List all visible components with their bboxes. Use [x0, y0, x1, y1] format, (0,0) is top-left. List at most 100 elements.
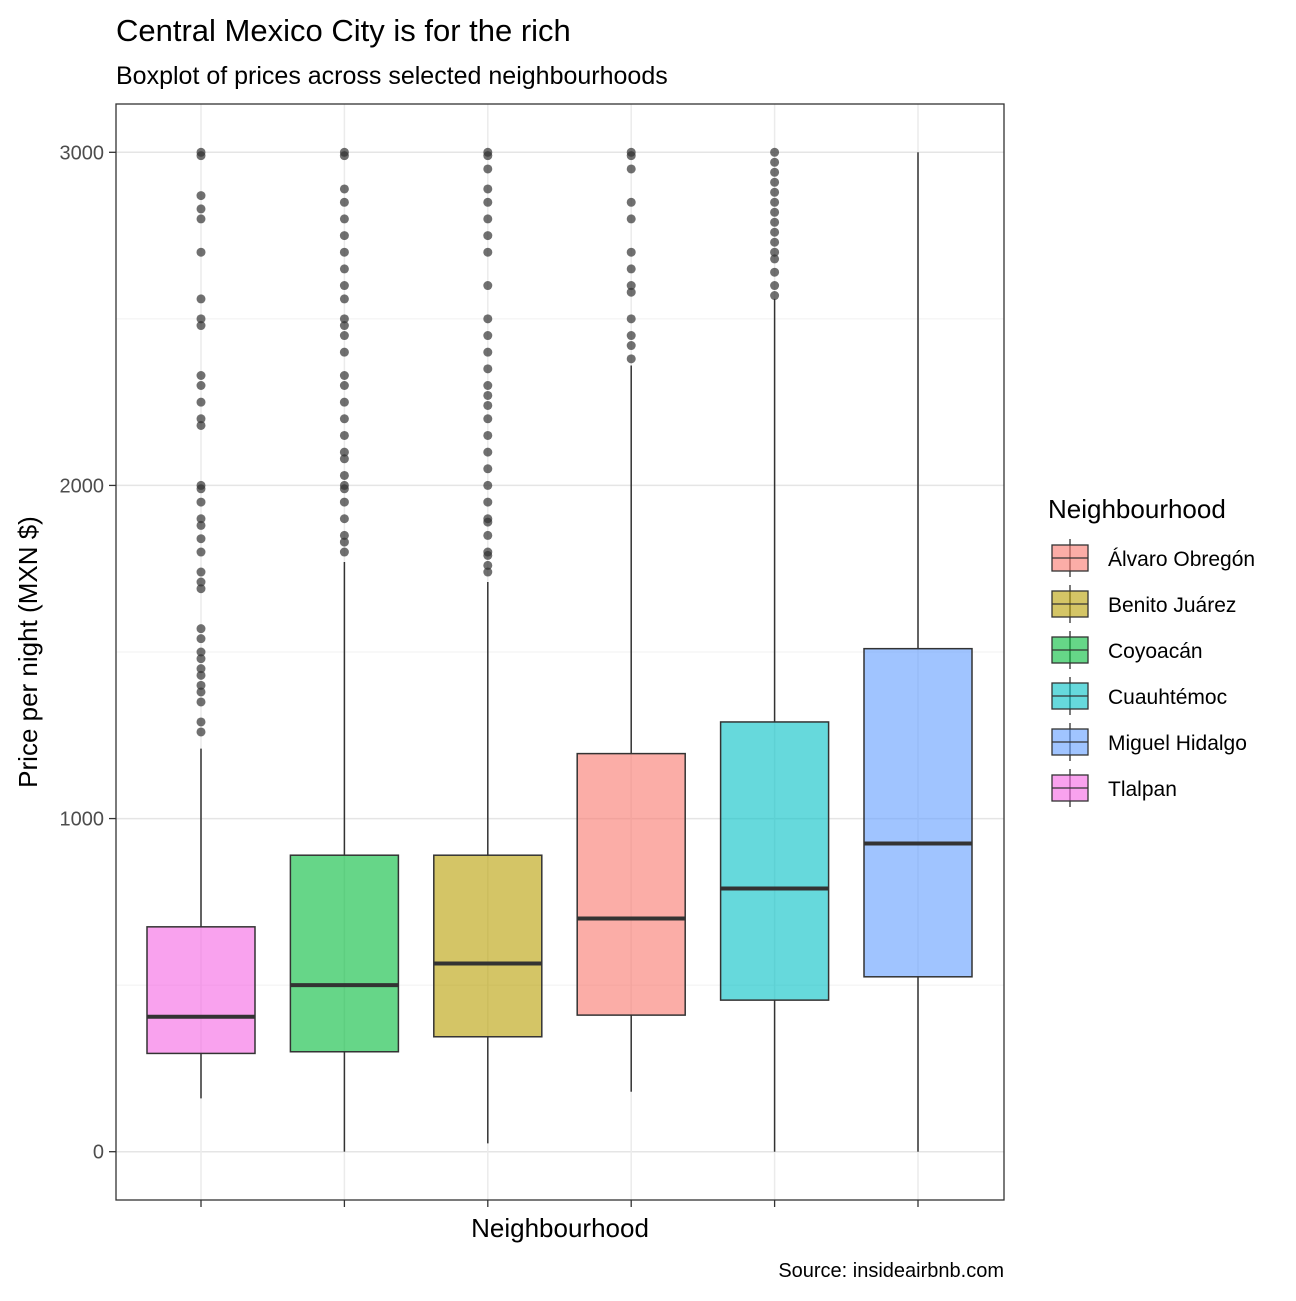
outlier-point — [483, 164, 493, 174]
outlier-point — [196, 204, 206, 214]
outlier-point — [770, 157, 780, 167]
outlier-point — [339, 547, 349, 557]
outlier-point — [339, 331, 349, 341]
outlier-point — [339, 430, 349, 440]
outlier-point — [626, 197, 636, 207]
outlier-point — [770, 267, 780, 277]
outlier-point — [196, 414, 206, 424]
box-benito-ju-rez — [433, 147, 543, 1144]
outlier-point — [339, 470, 349, 480]
outlier-point — [483, 480, 493, 490]
outlier-point — [770, 227, 780, 237]
legend-item: Tlalpan — [1051, 769, 1177, 807]
outlier-point — [339, 454, 349, 464]
outlier-point — [196, 670, 206, 680]
outlier-point — [339, 294, 349, 304]
outlier-point — [483, 364, 493, 374]
outlier-point — [483, 390, 493, 400]
outlier-point — [196, 380, 206, 390]
legend-label: Benito Juárez — [1108, 594, 1236, 617]
legend-label: Cuauhtémoc — [1108, 686, 1227, 709]
outlier-point — [483, 400, 493, 410]
outlier-point — [483, 447, 493, 457]
outlier-point — [196, 397, 206, 407]
box-coyoac-n — [289, 147, 400, 1152]
outlier-point — [770, 167, 780, 177]
box--lvaro-obreg-n — [576, 147, 686, 1092]
outlier-point — [770, 187, 780, 197]
box-body — [863, 647, 973, 978]
legend-label: Coyoacán — [1108, 640, 1203, 663]
outlier-point — [339, 380, 349, 390]
outlier-point — [339, 447, 349, 457]
box-body — [576, 752, 686, 1016]
outlier-point — [770, 197, 780, 207]
y-axis-title: Price per night (MXN $) — [13, 516, 43, 788]
outlier-point — [626, 247, 636, 257]
box-body — [719, 721, 830, 1001]
outlier-point — [483, 314, 493, 324]
y-tick-label: 3000 — [60, 142, 105, 164]
outlier-point — [196, 654, 206, 664]
outlier-point — [770, 254, 780, 264]
outlier-point — [626, 287, 636, 297]
legend-item: Álvaro Obregón — [1051, 539, 1255, 577]
outlier-point — [196, 147, 206, 157]
legend-title: Neighbourhood — [1048, 494, 1226, 524]
outlier-point — [483, 331, 493, 341]
outlier-point — [196, 314, 206, 324]
outlier-point — [626, 214, 636, 224]
outlier-point — [770, 207, 780, 217]
outlier-point — [339, 414, 349, 424]
chart-title: Central Mexico City is for the rich — [116, 13, 571, 48]
boxes — [146, 147, 973, 1152]
outlier-point — [196, 420, 206, 430]
outlier-point — [483, 147, 493, 157]
outlier-point — [339, 314, 349, 324]
outlier-point — [196, 547, 206, 557]
outlier-point — [770, 281, 780, 291]
box-tlalpan — [146, 147, 256, 1099]
outlier-point — [483, 464, 493, 474]
box-body — [289, 854, 400, 1053]
outlier-point — [339, 514, 349, 524]
outlier-point — [339, 537, 349, 547]
outlier-point — [196, 191, 206, 201]
legend-item: Miguel Hidalgo — [1051, 723, 1247, 761]
legend-item: Cuauhtémoc — [1051, 677, 1227, 715]
outlier-point — [196, 680, 206, 690]
outlier-point — [196, 321, 206, 331]
outlier-point — [196, 247, 206, 257]
box-body — [433, 854, 543, 1038]
y-axis: 0 1000 2000 3000 — [60, 142, 919, 1207]
outlier-point — [339, 371, 349, 381]
y-tick-label: 2000 — [60, 475, 105, 497]
outlier-point — [196, 624, 206, 634]
chart-subtitle: Boxplot of prices across selected neighb… — [116, 62, 668, 90]
outlier-point — [339, 347, 349, 357]
outlier-point — [626, 264, 636, 274]
outlier-point — [196, 727, 206, 737]
outlier-point — [196, 567, 206, 577]
outlier-point — [196, 717, 206, 727]
outlier-point — [196, 520, 206, 530]
outlier-point — [339, 281, 349, 291]
outlier-point — [483, 560, 493, 570]
legend-label: Álvaro Obregón — [1108, 548, 1255, 571]
outlier-point — [770, 147, 780, 157]
outlier-point — [196, 294, 206, 304]
outlier-point — [483, 231, 493, 241]
outlier-point — [196, 214, 206, 224]
outlier-point — [339, 214, 349, 224]
outlier-point — [339, 321, 349, 331]
outlier-point — [196, 577, 206, 587]
outlier-point — [196, 497, 206, 507]
outlier-point — [339, 184, 349, 194]
outlier-point — [339, 231, 349, 241]
outlier-point — [483, 530, 493, 540]
panel-border — [115, 103, 1005, 1201]
outlier-point — [339, 480, 349, 490]
box-miguel-hidalgo — [863, 152, 973, 1152]
outlier-point — [196, 371, 206, 381]
